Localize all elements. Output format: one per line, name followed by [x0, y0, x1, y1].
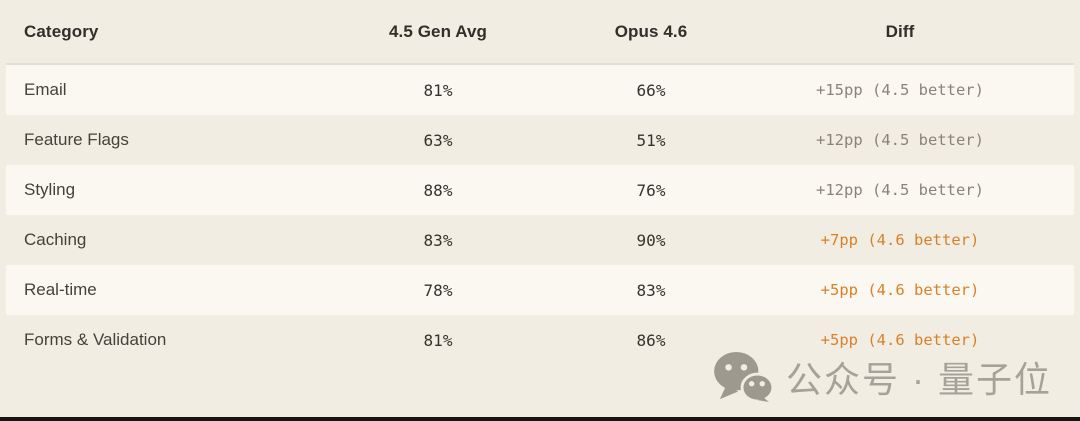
comparison-table: Category 4.5 Gen Avg Opus 4.6 Diff Email…	[6, 0, 1074, 365]
opus46-value-cell: 83%	[636, 280, 666, 300]
diff-value-cell: +12pp (4.5 better)	[816, 181, 984, 199]
table-row: Styling 88% 76% +12pp (4.5 better)	[6, 165, 1074, 215]
column-header-45-gen-avg: 4.5 Gen Avg	[388, 21, 488, 41]
diff-value-cell: +15pp (4.5 better)	[816, 81, 984, 99]
table-row: Email 81% 66% +15pp (4.5 better)	[6, 65, 1074, 115]
wechat-icon	[714, 351, 774, 403]
watermark-text: 公众号 · 量子位	[786, 359, 1052, 400]
category-cell: Caching	[24, 230, 87, 249]
diff-value-cell: +5pp (4.6 better)	[820, 331, 980, 349]
opus46-value-cell: 86%	[636, 330, 666, 350]
opus46-value-cell: 66%	[636, 80, 666, 100]
wechat-watermark: 公众号 · 量子位	[712, 351, 1052, 403]
diff-value-cell: +12pp (4.5 better)	[816, 131, 984, 149]
gen45-value-cell: 88%	[423, 180, 453, 200]
table-header-row: Category 4.5 Gen Avg Opus 4.6 Diff	[6, 0, 1074, 65]
opus46-value-cell: 51%	[636, 130, 666, 150]
gen45-value-cell: 81%	[423, 80, 453, 100]
diff-value-cell: +7pp (4.6 better)	[820, 231, 980, 249]
gen45-value-cell: 81%	[423, 330, 453, 350]
table-row: Forms & Validation 81% 86% +5pp (4.6 bet…	[6, 315, 1074, 365]
opus46-value-cell: 76%	[636, 180, 666, 200]
table-body: Email 81% 66% +15pp (4.5 better) Feature…	[6, 65, 1074, 365]
bottom-edge-bar	[0, 417, 1080, 421]
gen45-value-cell: 78%	[423, 280, 453, 300]
category-cell: Styling	[24, 180, 76, 199]
opus46-value-cell: 90%	[636, 230, 666, 250]
table-row: Caching 83% 90% +7pp (4.6 better)	[6, 215, 1074, 265]
category-cell: Feature Flags	[24, 130, 129, 149]
table-row: Real-time 78% 83% +5pp (4.6 better)	[6, 265, 1074, 315]
column-header-category: Category	[24, 21, 99, 41]
category-cell: Real-time	[24, 280, 97, 299]
category-cell: Forms & Validation	[24, 330, 167, 349]
column-header-opus-46: Opus 4.6	[614, 21, 688, 41]
gen45-value-cell: 83%	[423, 230, 453, 250]
category-cell: Email	[24, 80, 67, 99]
gen45-value-cell: 63%	[423, 130, 453, 150]
diff-value-cell: +5pp (4.6 better)	[820, 281, 980, 299]
table-row: Feature Flags 63% 51% +12pp (4.5 better)	[6, 115, 1074, 165]
column-header-diff: Diff	[885, 21, 915, 41]
